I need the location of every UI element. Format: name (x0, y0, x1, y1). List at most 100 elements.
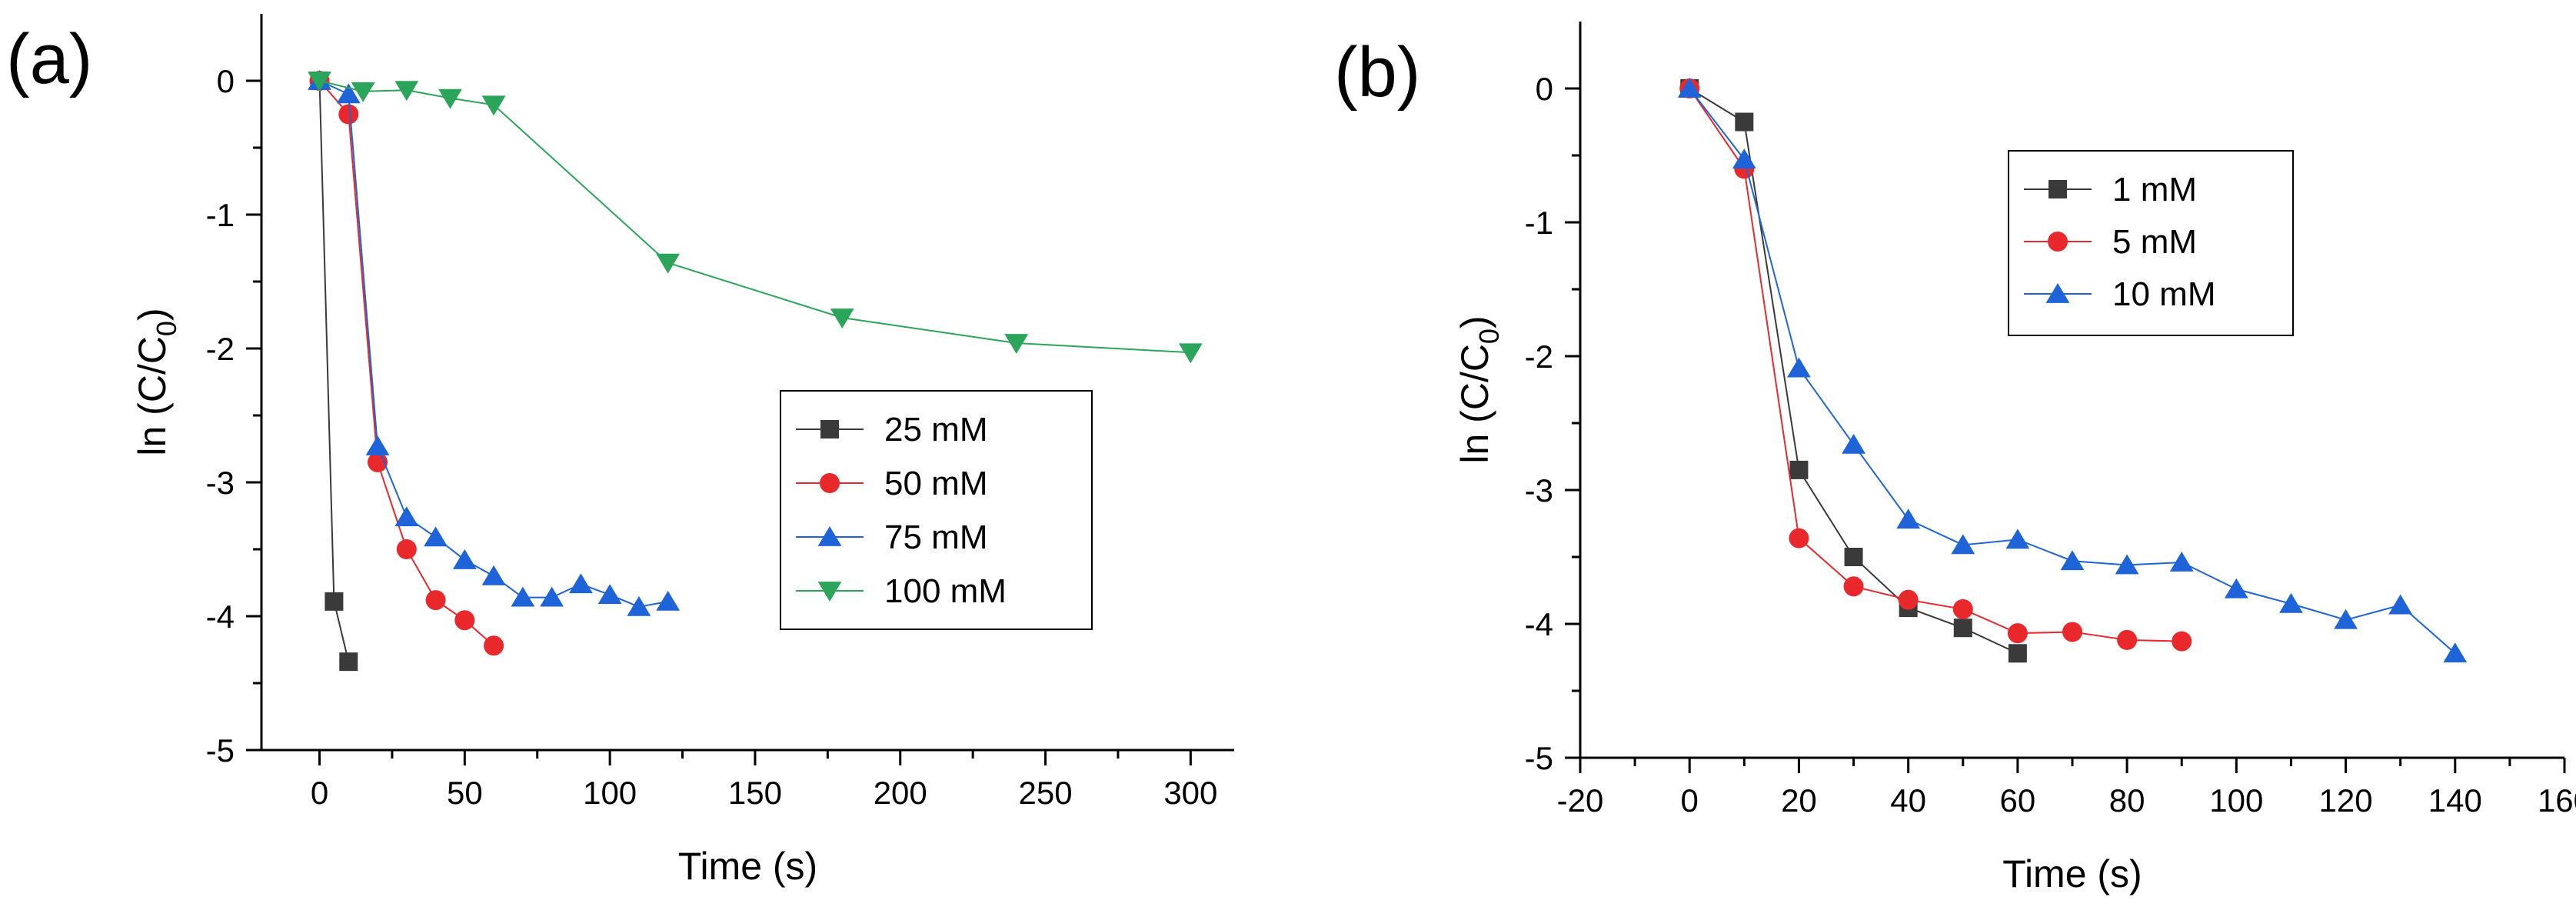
y-tick-label: 0 (217, 63, 235, 99)
y-axis-title-close: ) (131, 308, 174, 321)
data-point-75-mm (394, 506, 419, 527)
legend-marker (817, 582, 842, 602)
data-point-1-mm (1844, 548, 1863, 566)
data-point-75-mm (656, 590, 681, 611)
y-axis-title: ln (C/C0) (131, 308, 182, 455)
data-point-5-mm (2172, 631, 2192, 652)
data-point-50-mm (425, 590, 446, 611)
legend-item-100-mm: 100 mM (796, 572, 1007, 610)
data-point-10-mm (2443, 642, 2468, 663)
data-point-75-mm (424, 526, 448, 547)
series-10-mm (1677, 78, 2468, 663)
chart-panel-a: (a) 0 -1 -2 -3 -4 -5 0 50 100 150 200 250 300 Time (s)… (6, 14, 1234, 888)
series-5-mm (1679, 78, 2192, 652)
data-point-5-mm (2007, 623, 2028, 644)
x-tick-label: 40 (1890, 782, 1926, 819)
y-tick-label: -5 (206, 732, 235, 769)
data-point-5-mm (1952, 599, 1973, 619)
legend-label: 75 mM (884, 519, 987, 556)
legend-marker (2048, 180, 2067, 198)
legend-label: 25 mM (884, 411, 987, 448)
x-axis-title: Time (s) (678, 845, 817, 888)
data-point-75-mm (627, 595, 651, 616)
x-axis-title: Time (s) (2002, 852, 2142, 895)
data-point-1-mm (1953, 619, 1972, 638)
x-tick-label: 140 (2428, 782, 2482, 819)
data-point-50-mm (484, 635, 504, 656)
series-line-5-mm (1689, 88, 2182, 642)
legend-marker (817, 526, 842, 546)
x-tick-label: 20 (1781, 782, 1817, 819)
data-point-5-mm (1843, 576, 1864, 597)
data-point-50-mm (338, 104, 359, 125)
y-axis-title-subscript: 0 (1473, 328, 1505, 344)
series-line-25-mm (318, 80, 350, 662)
legend-label: 100 mM (884, 572, 1007, 610)
data-point-100-mm (351, 82, 375, 102)
data-point-1-mm (1789, 460, 1809, 479)
legend: 1 mM 5 mM 10 mM (2008, 150, 2294, 336)
data-point-10-mm (1951, 534, 1975, 555)
panel-label: (a) (6, 20, 92, 98)
legend-item-5-mm: 5 mM (2024, 223, 2197, 261)
legend-marker (820, 473, 840, 493)
data-point-100-mm (481, 95, 506, 116)
data-point-5-mm (2062, 622, 2082, 642)
data-point-100-mm (1178, 343, 1203, 364)
legend-label: 1 mM (2112, 171, 2197, 208)
series-line-100-mm (319, 80, 1191, 354)
legend-item-10-mm: 10 mM (2024, 275, 2215, 313)
legend-label: 10 mM (2112, 275, 2215, 313)
x-tick-label: 0 (1681, 782, 1699, 819)
data-point-10-mm (2060, 550, 2085, 571)
y-tick-label: -4 (206, 599, 235, 635)
legend: 25 mM 50 mM 75 mM 100 mM (780, 390, 1093, 630)
x-tick-label: 150 (728, 775, 782, 811)
x-tick-label: 160 (2538, 782, 2576, 819)
y-tick-label: -5 (1525, 740, 1553, 776)
data-point-5-mm (1789, 528, 1809, 549)
panel-label: (b) (1334, 33, 1420, 112)
data-point-25-mm (324, 592, 344, 611)
data-point-10-mm (2279, 592, 2303, 613)
x-tick-label: 120 (2319, 782, 2373, 819)
y-axis-title-main: ln (C/C (131, 336, 174, 456)
x-tick-label: 50 (447, 775, 483, 811)
data-point-75-mm (336, 83, 361, 104)
data-point-5-mm (1898, 589, 1919, 610)
x-tick-label: 100 (2209, 782, 2263, 819)
legend-item-50-mm: 50 mM (796, 465, 987, 502)
data-point-10-mm (2388, 594, 2413, 615)
data-point-10-mm (2169, 551, 2194, 572)
data-point-100-mm (438, 88, 462, 109)
data-point-75-mm (511, 586, 535, 607)
y-tick-label: 0 (1536, 71, 1553, 107)
y-tick-label: -1 (1525, 205, 1553, 241)
legend-item-1-mm: 1 mM (2024, 171, 2197, 208)
legend-item-75-mm: 75 mM (796, 519, 987, 556)
y-axis-title-main: ln (C/C (1453, 344, 1496, 464)
data-point-25-mm (339, 652, 358, 672)
data-point-1-mm (2008, 644, 2027, 663)
x-tick-label: 0 (311, 775, 328, 811)
y-tick-label: -3 (1525, 472, 1553, 509)
x-tick-label: 200 (874, 775, 927, 811)
data-point-75-mm (568, 573, 593, 594)
y-tick-label: -3 (206, 465, 235, 501)
data-point-50-mm (454, 610, 475, 631)
data-point-75-mm (481, 565, 506, 585)
series-100-mm (308, 72, 1203, 364)
data-point-1-mm (1735, 112, 1754, 132)
legend-item-25-mm: 25 mM (796, 411, 987, 448)
series-25-mm (310, 72, 358, 672)
data-point-75-mm (540, 586, 564, 607)
y-axis-title: ln (C/C0) (1453, 315, 1505, 463)
x-tick-label: 60 (2000, 782, 2036, 819)
data-point-100-mm (394, 81, 419, 102)
y-tick-label: -4 (1525, 606, 1553, 642)
data-point-10-mm (2115, 554, 2139, 575)
x-tick-label: 300 (1163, 775, 1217, 811)
data-point-100-mm (308, 72, 331, 92)
legend-label: 50 mM (884, 465, 987, 502)
